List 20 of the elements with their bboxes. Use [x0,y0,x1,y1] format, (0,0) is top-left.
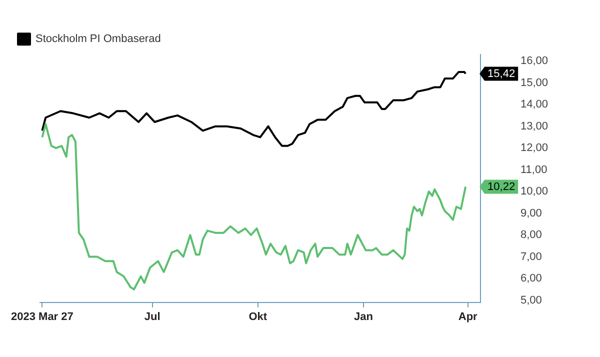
y-tick-label: 15,00 [520,76,548,89]
x-tick-label: Apr [458,311,478,324]
x-tick-label: Okt [248,311,268,324]
y-tick-label: 14,00 [520,98,548,111]
y-tick-label: 6,00 [520,272,542,285]
y-tick-label: 16,00 [520,55,548,68]
annotation: 15,42 [488,68,516,80]
y-tick-label: 12,00 [520,142,548,154]
y-tick-label: 11,00 [520,164,548,176]
y-tick-label: 5,00 [520,294,542,306]
x-tick-label: Jul [144,311,160,324]
x-tick-label: Jan [354,311,374,324]
y-tick-label: 9,00 [520,207,542,220]
y-tick-label: 13,00 [520,120,548,132]
annotation: 10,22 [488,180,516,193]
y-tick-label: 10,00 [520,186,548,198]
x-tick-label: 2023 Mar 27 [10,311,74,324]
y-tick-label: 8,00 [520,229,542,242]
legend-label: Stockholm PI Ombaserad [36,33,161,46]
y-tick-label: 7,00 [520,250,542,263]
